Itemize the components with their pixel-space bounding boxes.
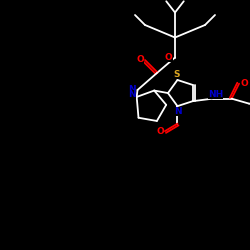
Text: N: N xyxy=(128,90,136,99)
Text: O: O xyxy=(136,56,144,64)
Text: S: S xyxy=(173,70,180,80)
Text: N: N xyxy=(174,107,181,116)
Text: O: O xyxy=(240,79,248,88)
Text: NH: NH xyxy=(208,90,223,99)
Text: N: N xyxy=(128,86,136,94)
Text: O: O xyxy=(156,127,164,136)
Text: O: O xyxy=(165,53,172,62)
